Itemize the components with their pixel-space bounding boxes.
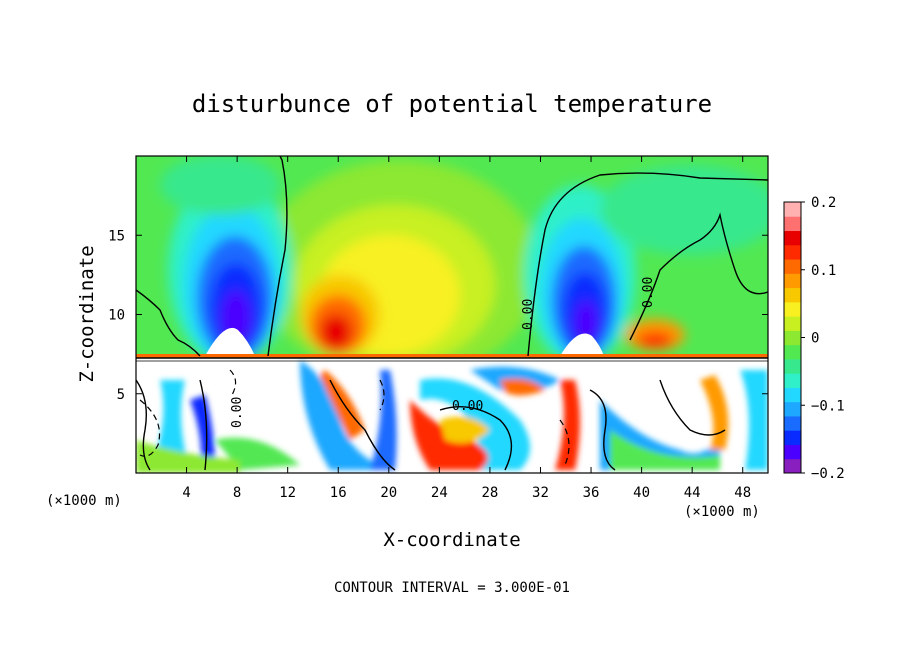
- colorbar-swatch: [784, 287, 801, 303]
- colorbar-tick-label: 0.1: [811, 263, 836, 279]
- contour-label: 0.00: [641, 277, 656, 308]
- colorbar-swatch: [784, 401, 801, 417]
- y-axis-label: Z-coordinate: [76, 245, 98, 382]
- colorbar-swatch: [784, 301, 801, 317]
- y-tick-label: 15: [108, 228, 125, 244]
- x-unit-left: (×1000 m): [46, 493, 122, 509]
- colorbar-tick-label: 0.2: [811, 195, 836, 211]
- colorbar-swatch: [784, 244, 801, 260]
- contour-label: 0.00: [230, 397, 245, 428]
- x-unit-right: (×1000 m): [684, 504, 760, 520]
- upper-layer-anomalies: [160, 156, 768, 380]
- colorbar-swatch: [784, 430, 801, 445]
- x-tick-label: 40: [633, 485, 650, 501]
- colorbar: 0.2 0.1 0 −0.1 −0.2: [783, 195, 845, 482]
- colorbar-tick-label: −0.1: [811, 398, 845, 414]
- x-tick-label: 4: [182, 485, 190, 501]
- colorbar-swatch: [784, 316, 801, 331]
- x-tick-label: 8: [233, 485, 241, 501]
- chart-title: disturbunce of potential temperature: [192, 90, 712, 118]
- contour-lines: [136, 156, 768, 471]
- colorbar-tick-label: −0.2: [811, 466, 845, 482]
- x-tick-label: 44: [684, 485, 701, 501]
- heatmap-field: 0.00 0.00 0.00 0.00: [136, 156, 768, 473]
- contour-label-group: 0.00 0.00 0.00 0.00: [230, 277, 656, 428]
- colorbar-swatch: [784, 330, 801, 346]
- right-plume-cap: [560, 333, 604, 356]
- left-plume-cap: [205, 327, 255, 356]
- colorbar-swatch: [784, 273, 801, 289]
- colorbar-swatch: [784, 259, 801, 274]
- contour-label: 0.00: [521, 299, 536, 330]
- colorbar-swatch: [784, 202, 801, 217]
- x-tick-label: 12: [279, 485, 296, 501]
- y-tick-label: 5: [117, 387, 125, 403]
- x-axis-label: X-coordinate: [383, 529, 520, 551]
- contour-interval-note: CONTOUR INTERVAL = 3.000E-01: [334, 580, 570, 596]
- y-tick-label: 10: [108, 308, 125, 324]
- lower-layer-anomalies: [136, 360, 768, 473]
- x-tick-label: 48: [734, 485, 751, 501]
- contour-label: 0.00: [452, 399, 483, 414]
- colorbar-swatch: [784, 373, 801, 388]
- x-tick-label: 28: [481, 485, 498, 501]
- negative-contours: [139, 369, 570, 466]
- colorbar-swatch: [784, 230, 801, 246]
- x-tick-label: 16: [330, 485, 347, 501]
- x-tick-label: 32: [532, 485, 549, 501]
- colorbar-swatch: [784, 458, 801, 474]
- x-tick-label: 24: [431, 485, 448, 501]
- colorbar-swatch: [784, 415, 801, 431]
- colorbar-swatch: [784, 344, 801, 360]
- y-axis: 5 10 15: [108, 228, 768, 403]
- colorbar-tick-label: 0: [811, 331, 819, 347]
- x-tick-label: 36: [583, 485, 600, 501]
- colorbar-swatch: [784, 387, 801, 403]
- colorbar-swatch: [784, 444, 801, 460]
- colorbar-swatch: [784, 358, 801, 374]
- colorbar-swatch: [784, 216, 801, 232]
- x-tick-label: 20: [380, 485, 397, 501]
- interface-band: [136, 354, 768, 358]
- x-axis: 4 8 12 16 20 24 28 32 36 40 44 48: [182, 156, 751, 501]
